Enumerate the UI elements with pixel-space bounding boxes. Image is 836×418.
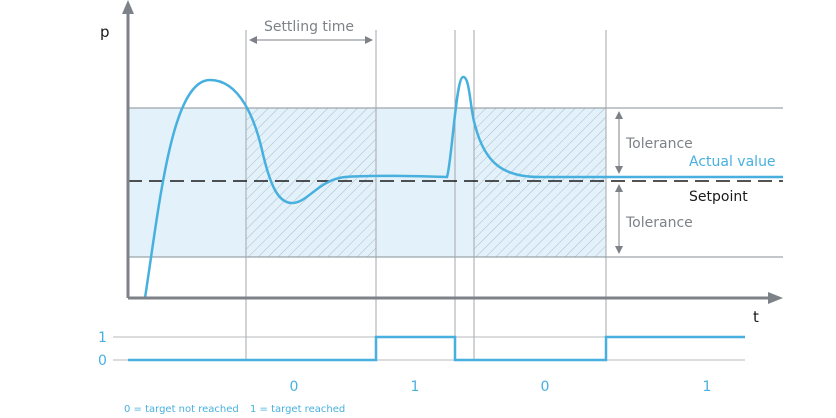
signal-level-0: 0 <box>98 353 107 369</box>
segment-state-1: 0 <box>290 379 299 395</box>
settling-hatch-1 <box>246 108 376 257</box>
x-axis-label: t <box>753 308 759 326</box>
tolerance-lower-label: Tolerance <box>625 215 693 231</box>
segment-state-4: 1 <box>703 379 712 395</box>
segment-state-3: 0 <box>541 379 550 395</box>
y-axis-arrow-icon <box>122 0 134 14</box>
x-axis-arrow-icon <box>768 292 783 304</box>
target-reached-signal <box>128 335 745 362</box>
legend-one: 1 = target reached <box>250 404 345 415</box>
settling-hatch-2 <box>474 108 606 257</box>
legend-zero: 0 = target not reached <box>124 404 239 415</box>
time-markers <box>245 30 607 360</box>
settling-time-label: Settling time <box>264 19 354 35</box>
segment-state-2: 1 <box>411 379 420 395</box>
setpoint-label: Setpoint <box>689 189 748 205</box>
actual-value-curve <box>143 75 783 299</box>
y-axis-label: p <box>100 23 110 41</box>
signal-level-1: 1 <box>98 330 107 346</box>
actual-value-label: Actual value <box>689 154 776 170</box>
tolerance-upper-label: Tolerance <box>625 136 693 152</box>
